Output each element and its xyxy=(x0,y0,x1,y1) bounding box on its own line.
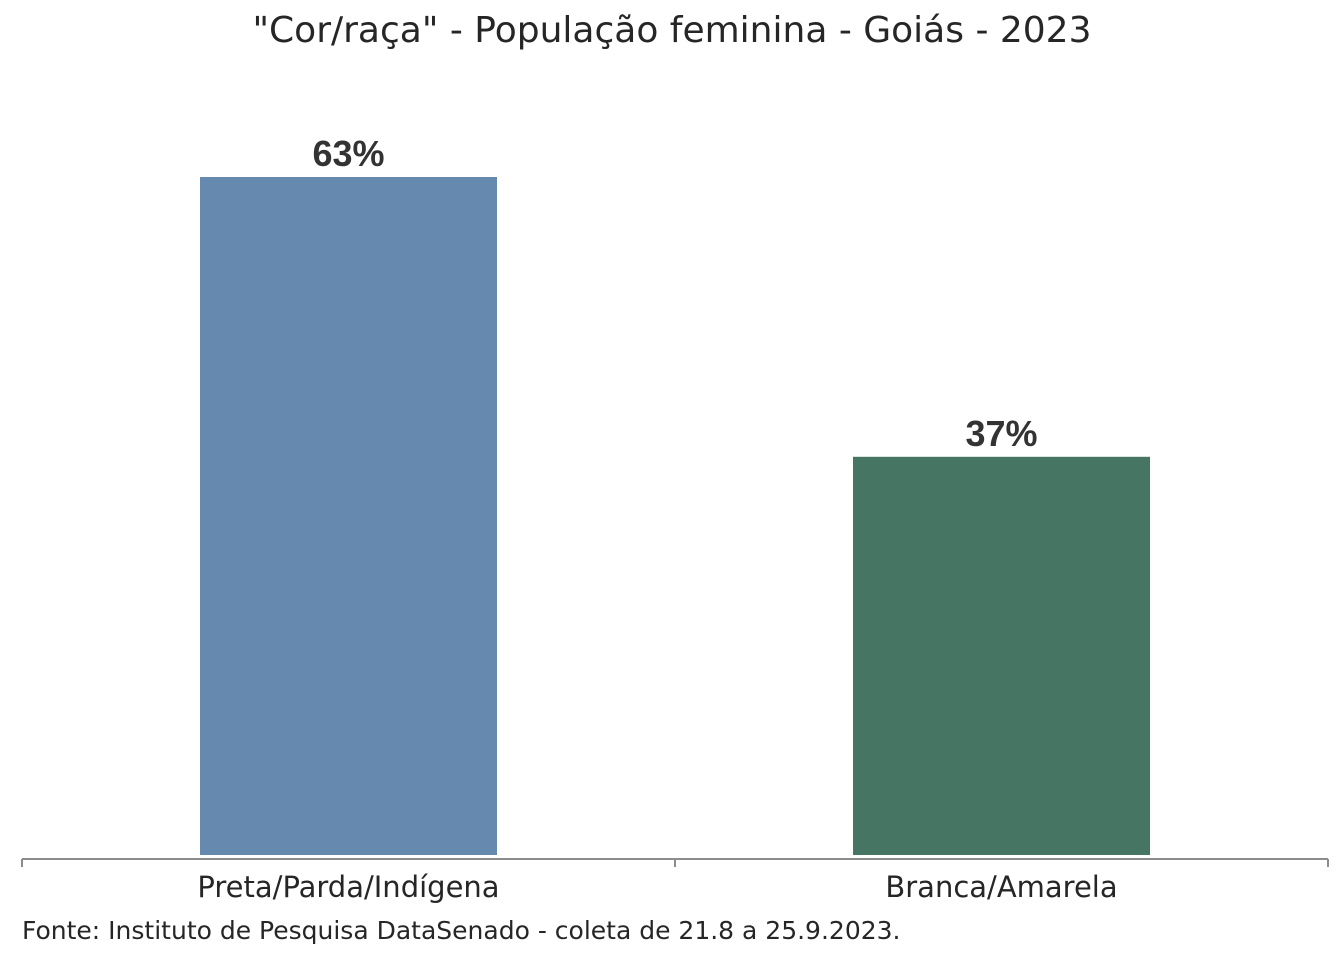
bars-group xyxy=(200,177,1150,855)
category-label-1: Preta/Parda/Indígena xyxy=(197,870,499,904)
bar-1 xyxy=(200,177,497,855)
value-label-2: 37% xyxy=(965,413,1037,454)
bar-2 xyxy=(853,456,1150,855)
chart-title: "Cor/raça" - População feminina - Goiás … xyxy=(252,10,1091,51)
source-note: Fonte: Instituto de Pesquisa DataSenado … xyxy=(22,916,900,945)
category-labels-group: Preta/Parda/Indígena Branca/Amarela xyxy=(197,870,1117,904)
x-axis-ticks xyxy=(21,859,1329,867)
category-label-2: Branca/Amarela xyxy=(885,870,1117,904)
value-label-1: 63% xyxy=(312,133,384,174)
value-labels-group: 63% 37% xyxy=(312,133,1037,454)
